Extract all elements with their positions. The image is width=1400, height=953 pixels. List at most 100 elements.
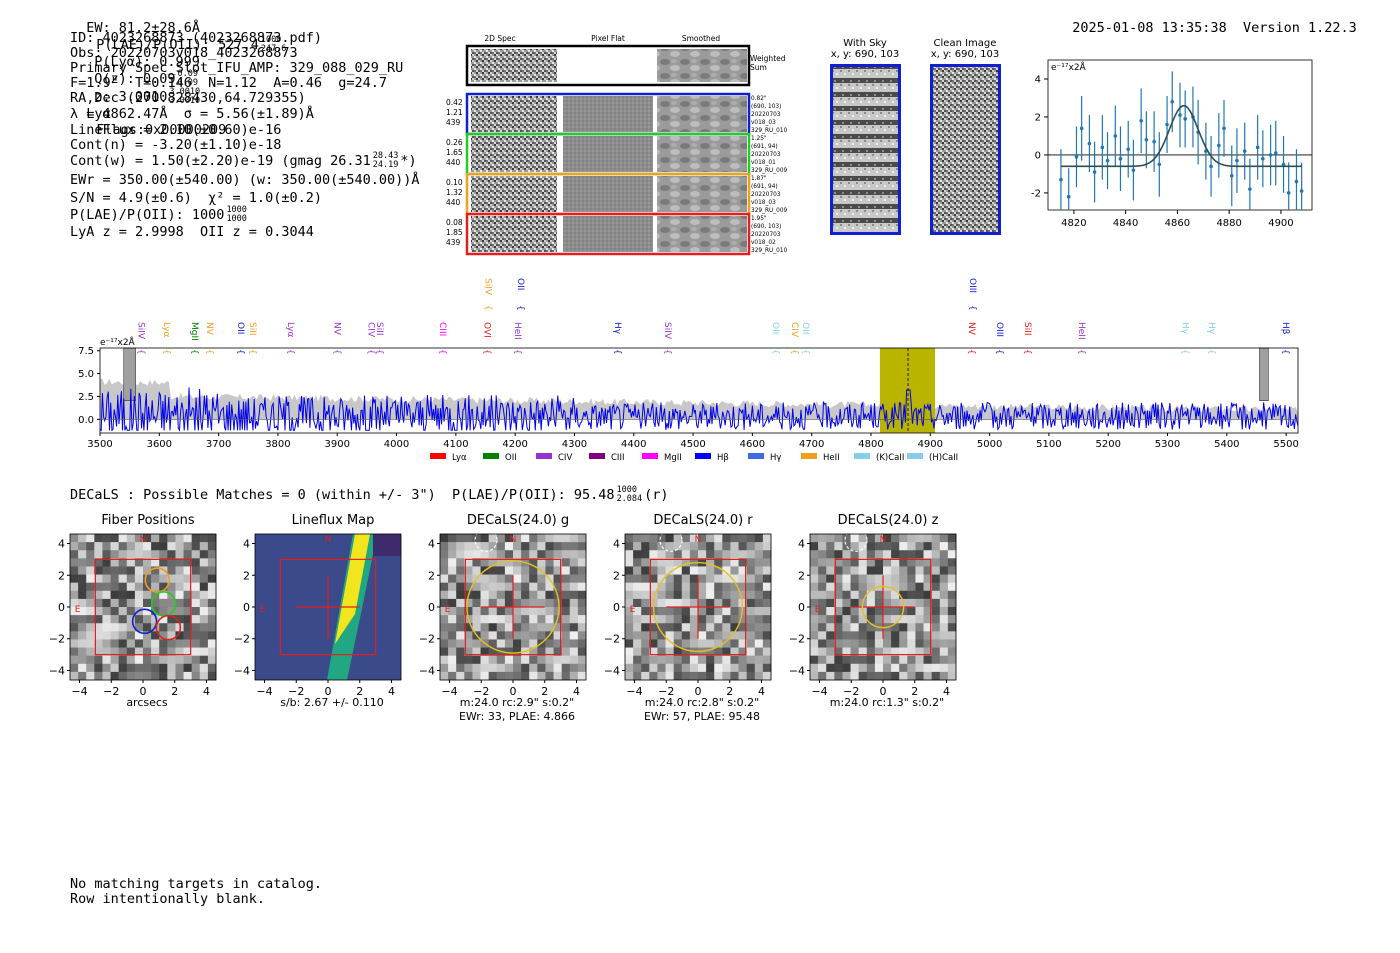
image-pixel bbox=[706, 671, 715, 681]
info-lineflux: LineFlux = 2.10(±0.60)e-16 bbox=[70, 122, 282, 138]
image-pixel bbox=[569, 542, 579, 551]
image-pixel bbox=[480, 607, 489, 616]
image-pixel bbox=[488, 639, 498, 648]
emission-line-bracket: { bbox=[483, 305, 493, 311]
image-pixel bbox=[183, 663, 192, 673]
lineflux-corner bbox=[373, 534, 401, 556]
image-pixel bbox=[488, 558, 498, 567]
image-pixel bbox=[625, 534, 634, 543]
panel-ytick-label: 0 bbox=[798, 601, 805, 614]
image-pixel bbox=[657, 647, 666, 656]
image-pixel bbox=[915, 550, 924, 559]
legend-label: OII bbox=[505, 453, 517, 463]
image-pixel bbox=[529, 623, 538, 632]
panel-xtick-label: −2 bbox=[473, 685, 489, 698]
emission-line-bracket: { bbox=[512, 349, 522, 355]
image-pixel bbox=[641, 566, 650, 575]
image-pixel bbox=[78, 598, 87, 608]
image-pixel bbox=[159, 598, 168, 608]
image-pixel bbox=[698, 590, 707, 600]
image-pixel bbox=[464, 574, 473, 583]
image-pixel bbox=[464, 671, 473, 681]
image-pixel bbox=[577, 542, 587, 551]
image-pixel bbox=[537, 647, 546, 656]
decals-panel-caption: s/b: 2.67 +/- 0.110 bbox=[237, 696, 427, 710]
panel-xtick-label: −2 bbox=[103, 685, 119, 698]
image-pixel bbox=[118, 574, 128, 583]
image-pixel bbox=[746, 550, 756, 559]
header-bar: EW: 81.2±28.6Å P(LAE)/P(OII): 527.4 1000 2… bbox=[70, 4, 288, 138]
image-pixel bbox=[488, 663, 498, 673]
image-pixel bbox=[577, 582, 587, 592]
image-pixel bbox=[834, 534, 843, 543]
image-pixel bbox=[722, 631, 731, 640]
emission-line-bracket: { bbox=[1179, 349, 1189, 355]
image-pixel bbox=[698, 598, 707, 608]
image-pixel bbox=[923, 639, 932, 648]
image-pixel bbox=[94, 574, 103, 583]
image-pixel bbox=[810, 607, 819, 616]
fiber-row-right-label: 20220703 bbox=[751, 232, 781, 238]
image-pixel bbox=[94, 655, 103, 665]
image-pixel bbox=[529, 566, 538, 575]
image-pixel bbox=[931, 542, 941, 551]
image-pixel bbox=[706, 655, 715, 665]
image-pixel bbox=[754, 671, 764, 681]
image-pixel bbox=[762, 647, 772, 656]
image-pixel bbox=[810, 655, 819, 665]
image-pixel bbox=[738, 639, 747, 648]
image-pixel bbox=[110, 623, 119, 632]
image-pixel bbox=[134, 590, 144, 600]
aperture-circle bbox=[861, 585, 905, 629]
image-pixel bbox=[714, 607, 723, 616]
image-pixel bbox=[70, 623, 79, 632]
image-pixel bbox=[488, 623, 498, 632]
image-pixel bbox=[818, 542, 827, 551]
image-pixel bbox=[810, 663, 819, 673]
image-pixel bbox=[126, 655, 136, 665]
info-contw: Cont(w) = 1.50(±2.20)e-19 (gmag 26.31 28.… bbox=[70, 151, 417, 170]
fiber-row-left-label: 0.10 bbox=[446, 178, 463, 187]
image-pixel bbox=[730, 639, 739, 648]
image-pixel bbox=[665, 566, 674, 575]
image-pixel bbox=[175, 655, 184, 665]
image-pixel bbox=[167, 542, 176, 551]
image-pixel bbox=[722, 566, 731, 575]
image-pixel bbox=[86, 639, 95, 648]
image-pixel bbox=[126, 590, 136, 600]
zoom-point bbox=[1248, 187, 1252, 191]
image-pixel bbox=[842, 671, 851, 681]
image-pixel bbox=[722, 639, 731, 648]
image-pixel bbox=[504, 671, 514, 681]
image-pixel bbox=[866, 639, 876, 648]
east-marker: E bbox=[815, 605, 821, 615]
image-pixel bbox=[673, 671, 683, 681]
image-pixel bbox=[818, 558, 827, 567]
image-pixel bbox=[86, 671, 95, 681]
image-pixel bbox=[561, 671, 571, 681]
image-pixel bbox=[183, 534, 192, 543]
image-pixel bbox=[738, 534, 747, 543]
image-pixel bbox=[577, 566, 587, 575]
image-pixel bbox=[151, 639, 160, 648]
image-pixel bbox=[134, 615, 144, 624]
image-pixel bbox=[681, 655, 691, 665]
fiber-row-smoothed bbox=[657, 96, 747, 132]
image-pixel bbox=[561, 542, 571, 551]
image-pixel bbox=[730, 534, 739, 543]
panel-ytick-label: 0 bbox=[58, 601, 65, 614]
image-pixel bbox=[183, 647, 192, 656]
image-pixel bbox=[681, 623, 691, 632]
spectrum-ytick-label: 2.5 bbox=[78, 392, 94, 403]
image-pixel bbox=[923, 647, 932, 656]
image-pixel bbox=[448, 590, 457, 600]
image-pixel bbox=[151, 655, 160, 665]
image-pixel bbox=[561, 655, 571, 665]
image-pixel bbox=[175, 558, 184, 567]
image-pixel bbox=[167, 671, 176, 681]
image-pixel bbox=[746, 534, 756, 543]
image-pixel bbox=[923, 655, 932, 665]
image-pixel bbox=[480, 574, 489, 583]
image-pixel bbox=[649, 590, 658, 600]
image-pixel bbox=[472, 566, 481, 575]
